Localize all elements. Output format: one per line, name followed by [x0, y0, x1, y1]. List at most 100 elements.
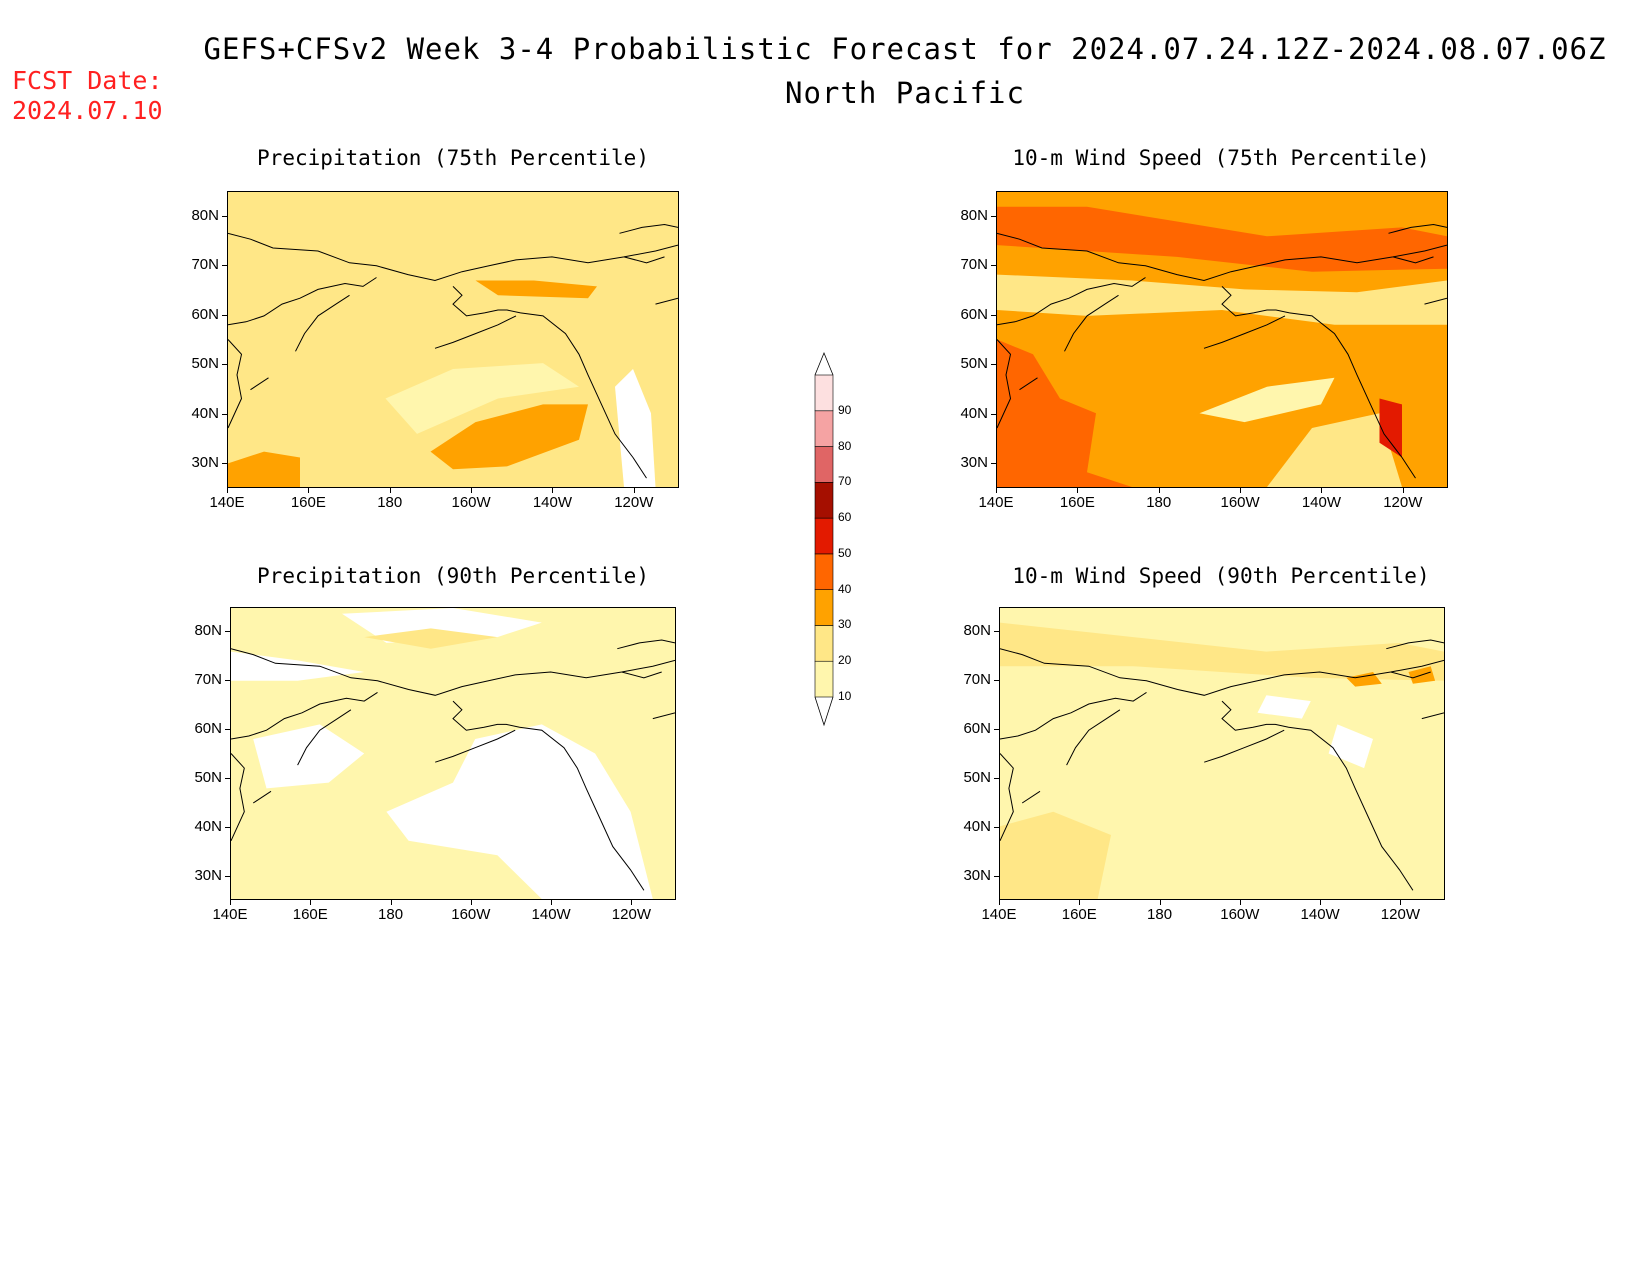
map-precip-90	[230, 607, 676, 900]
coastline	[231, 648, 675, 696]
lat-tick	[991, 215, 996, 217]
panel-title-wind-75: 10-m Wind Speed (75th Percentile)	[1012, 146, 1430, 170]
lon-tick	[310, 900, 312, 905]
coastline	[252, 790, 272, 804]
lon-tick	[633, 488, 635, 493]
coastline	[1204, 729, 1285, 763]
contour-region	[1199, 377, 1335, 423]
lon-tick-label: 120W	[1383, 494, 1423, 511]
colorbar-swatch	[814, 482, 834, 519]
lon-tick	[1320, 900, 1322, 905]
lat-tick	[994, 680, 999, 682]
coastline	[623, 256, 665, 264]
coastline	[1388, 223, 1447, 234]
lat-tick-label: 80N	[963, 622, 991, 640]
lat-tick	[222, 364, 227, 366]
lat-tick	[222, 314, 227, 316]
colorbar-level-label: 10	[838, 689, 852, 703]
coastline	[1000, 691, 1147, 740]
lat-tick-label: 40N	[194, 817, 222, 835]
lon-tick-label: 140E	[212, 906, 248, 923]
colorbar-level-label: 90	[838, 402, 852, 417]
coastline	[1421, 712, 1444, 720]
lat-tick	[225, 875, 230, 877]
lon-tick	[230, 900, 231, 905]
map-wind-90	[999, 607, 1445, 900]
contour-region	[231, 651, 365, 681]
contour-region	[364, 628, 498, 649]
lat-tick	[994, 875, 999, 877]
lat-tick-label: 40N	[960, 404, 988, 422]
colorbar-level-label: 80	[838, 438, 852, 453]
lat-tick	[222, 265, 227, 267]
coastline	[1064, 294, 1119, 352]
lat-tick-label: 40N	[963, 817, 991, 835]
lat-tick	[991, 364, 996, 366]
contour-region	[1379, 398, 1402, 458]
coastline	[1221, 700, 1414, 891]
contour-region	[1000, 622, 1444, 681]
lon-tick-label: 140E	[209, 494, 245, 511]
lon-tick	[1400, 900, 1402, 905]
colorbar-level-label: 60	[838, 510, 852, 525]
lon-tick	[1240, 488, 1242, 493]
coastline	[621, 671, 662, 679]
contour-region	[430, 404, 588, 470]
lat-tick-label: 50N	[194, 768, 222, 786]
lat-tick-label: 60N	[963, 720, 991, 738]
lat-tick-label: 50N	[960, 355, 988, 373]
lat-tick	[991, 265, 996, 267]
lon-tick-label: 120W	[1380, 906, 1420, 923]
coastline	[295, 294, 350, 352]
contour-region	[228, 451, 300, 487]
contour-region	[1000, 811, 1111, 899]
lat-tick-label: 50N	[191, 355, 219, 373]
lat-tick-label: 40N	[191, 404, 219, 422]
lon-tick	[1321, 488, 1323, 493]
lon-tick	[1159, 900, 1161, 905]
lon-tick-label: 140W	[1301, 494, 1342, 511]
lon-tick-label: 140E	[978, 494, 1014, 511]
lon-tick-label: 140W	[532, 494, 573, 511]
coastline	[231, 691, 378, 740]
lon-tick-label: 160E	[290, 494, 326, 511]
lon-tick	[551, 900, 553, 905]
coastline	[1424, 297, 1447, 305]
contour-region	[615, 369, 656, 487]
lat-tick-label: 30N	[191, 454, 219, 472]
lon-tick-label: 180	[1146, 494, 1172, 511]
contour-region	[1328, 724, 1373, 769]
lon-tick	[389, 488, 391, 493]
lat-tick	[994, 826, 999, 828]
coastline	[1390, 671, 1431, 679]
lon-tick	[552, 488, 554, 493]
coastline	[1386, 639, 1444, 650]
lat-tick	[225, 631, 230, 633]
lat-tick-label: 30N	[963, 866, 991, 884]
map-wind-75	[996, 191, 1448, 488]
contour-region	[997, 339, 1132, 487]
contour-region	[997, 274, 1447, 325]
lon-tick	[1079, 900, 1081, 905]
lon-tick	[1077, 488, 1079, 493]
panel-title-precip-75: Precipitation (75th Percentile)	[257, 146, 649, 170]
lon-tick-label: 120W	[611, 906, 651, 923]
colorbar-swatch	[814, 374, 834, 412]
lat-tick	[225, 777, 230, 779]
coastline	[997, 277, 1146, 326]
lon-tick-label: 160W	[451, 494, 491, 511]
contour-region	[1267, 413, 1402, 487]
contour-region	[1257, 695, 1311, 719]
lat-tick	[222, 463, 227, 465]
lon-tick	[1402, 488, 1404, 493]
lon-tick	[390, 900, 392, 905]
lat-tick	[991, 463, 996, 465]
coastline	[997, 339, 1012, 429]
coastline	[250, 377, 269, 391]
coastline	[452, 700, 645, 891]
contour-region	[997, 206, 1447, 272]
coastline	[1019, 377, 1038, 391]
contour-region	[475, 280, 597, 299]
lat-tick-label: 70N	[194, 671, 222, 689]
fcst-date-value: 2024.07.10	[12, 96, 163, 125]
